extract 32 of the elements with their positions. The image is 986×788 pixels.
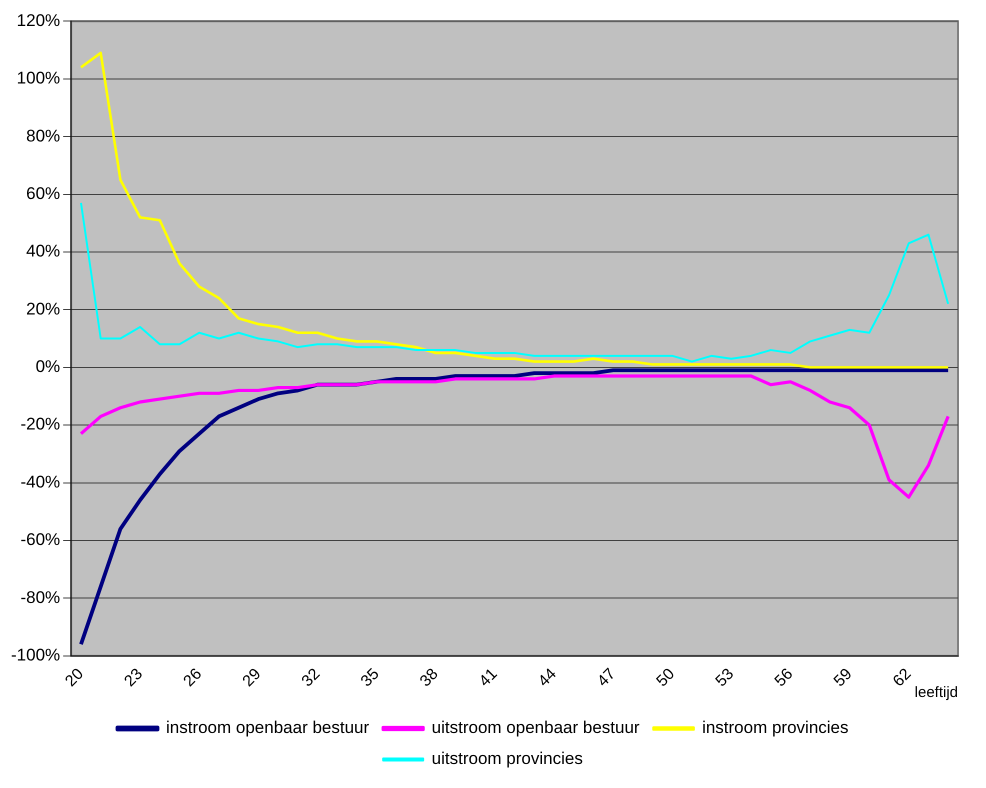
legend-label: instroom openbaar bestuur	[166, 718, 370, 738]
y-tick-label: -80%	[20, 588, 60, 607]
y-tick-label: 20%	[26, 299, 60, 318]
x-tick-label: 38	[417, 665, 442, 690]
x-tick-label: 29	[240, 665, 264, 690]
x-tick-label: 44	[535, 665, 560, 690]
x-tick-label: 32	[298, 665, 324, 690]
x-tick-label: 35	[358, 665, 383, 690]
y-tick-label: -60%	[20, 530, 60, 550]
y-tick-label: 40%	[26, 242, 60, 261]
y-tick-label: -100%	[11, 646, 60, 665]
x-tick-label: 56	[772, 665, 796, 690]
x-tick-label: 62	[890, 665, 915, 690]
legend-label: uitstroom provincies	[432, 749, 583, 768]
x-tick-label: 23	[121, 665, 146, 690]
y-tick-label: 0%	[36, 357, 60, 376]
x-tick-label: 53	[712, 665, 738, 690]
x-tick-label: 59	[830, 665, 856, 690]
y-tick-label: 100%	[16, 68, 60, 88]
x-tick-label: 47	[594, 665, 620, 690]
x-tick-label: 20	[62, 665, 88, 690]
x-tick-label: 50	[654, 665, 678, 690]
y-tick-label: -20%	[20, 414, 60, 434]
x-tick-label: 41	[476, 665, 501, 690]
x-tick-label: 26	[180, 665, 206, 690]
y-tick-label: 120%	[16, 10, 60, 30]
y-tick-label: 80%	[26, 126, 60, 146]
y-tick-label: -40%	[20, 472, 60, 492]
legend-label: uitstroom openbaar bestuur	[432, 718, 640, 738]
legend-label: instroom provincies	[702, 718, 849, 738]
y-tick-label: 60%	[26, 184, 60, 203]
x-axis-title: leeftijd	[914, 684, 958, 702]
